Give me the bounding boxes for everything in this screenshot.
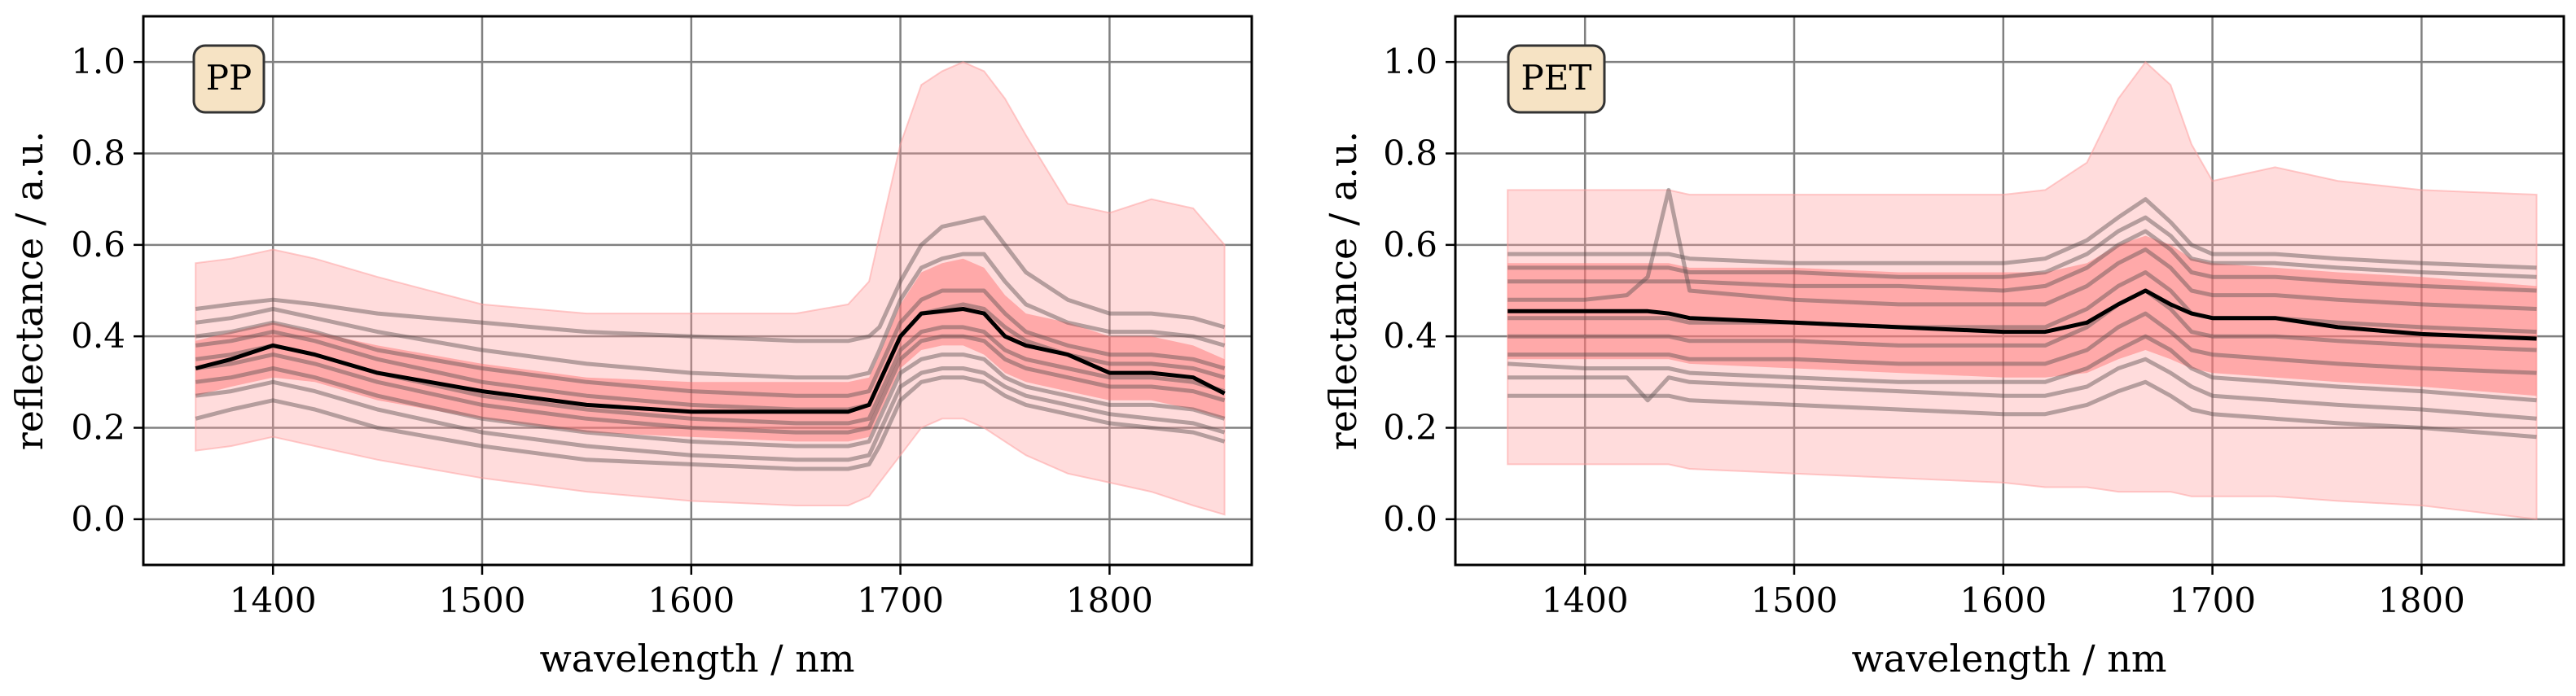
sample-spectrum bbox=[195, 375, 1226, 471]
panel-label-badge: PP bbox=[192, 44, 265, 114]
sample-spectrum bbox=[195, 288, 1226, 398]
sample-spectrum bbox=[1507, 197, 2537, 270]
y-tick-label: 0.4 bbox=[1383, 316, 1437, 356]
x-axis-label: wavelength / nm bbox=[1851, 637, 2166, 681]
panel-label-badge: PET bbox=[1507, 44, 1606, 114]
panel-label: PET bbox=[1521, 58, 1592, 98]
sample-spectrum bbox=[1507, 288, 2537, 352]
y-tick-label: 0.2 bbox=[1383, 408, 1437, 448]
plot-area bbox=[1507, 60, 2538, 520]
mean-spectrum bbox=[1507, 288, 2537, 341]
y-tick-label: 1.0 bbox=[1383, 42, 1437, 81]
grid bbox=[143, 16, 1252, 565]
x-tick-label: 1700 bbox=[857, 580, 944, 620]
sample-spectrum bbox=[195, 352, 1226, 449]
sample-spectrum bbox=[1507, 334, 2537, 403]
axis-ticks: 1400 1500 1600 1700 1800 0.0 0.2 0.4 0.6 0.8 1.0 bbox=[71, 42, 1153, 620]
panel-label-box bbox=[192, 44, 265, 114]
plot-area bbox=[195, 61, 1226, 516]
panel-label-box bbox=[1507, 44, 1606, 114]
x-tick-label: 1400 bbox=[1542, 580, 1629, 620]
panel-pet: 1400 1500 1600 1700 1800 0.0 0.2 0.4 0.6 0.8 1.0 P… bbox=[1321, 15, 2565, 681]
sample-spectrum bbox=[195, 366, 1226, 462]
x-tick-label: 1500 bbox=[439, 580, 526, 620]
x-axis-label: wavelength / nm bbox=[539, 637, 854, 681]
y-tick-label: 0.2 bbox=[71, 408, 125, 448]
y-tick-label: 0.6 bbox=[1383, 225, 1437, 265]
y-tick-label: 0.8 bbox=[1383, 134, 1437, 173]
plot-frame bbox=[1454, 15, 2565, 567]
y-axis-label: reflectance / a.u. bbox=[1321, 131, 1365, 450]
x-tick-label: 1600 bbox=[1959, 580, 2047, 620]
panel-pp: 1400 1500 1600 1700 1800 0.0 0.2 0.4 0.6 0.8 1.0 P… bbox=[7, 15, 1253, 681]
sample-spectrum bbox=[195, 215, 1226, 344]
sample-spectrum bbox=[1507, 311, 2537, 375]
x-tick-label: 1500 bbox=[1751, 580, 1838, 620]
range-band bbox=[1507, 60, 2538, 520]
sample-spectrum bbox=[195, 252, 1226, 380]
x-tick-label: 1700 bbox=[2169, 580, 2256, 620]
std-band bbox=[1507, 235, 2537, 396]
x-tick-label: 1400 bbox=[230, 580, 317, 620]
sample-spectrum bbox=[1507, 229, 2537, 293]
x-tick-label: 1800 bbox=[2378, 580, 2465, 620]
std-band bbox=[195, 258, 1225, 442]
y-tick-label: 0.0 bbox=[1383, 499, 1437, 539]
y-tick-label: 0.8 bbox=[71, 134, 125, 173]
x-tick-label: 1800 bbox=[1066, 580, 1153, 620]
plot-frame bbox=[142, 15, 1253, 567]
panel-label: PP bbox=[206, 58, 252, 98]
mean-spectrum bbox=[195, 307, 1226, 414]
sample-spectrum bbox=[1507, 215, 2537, 279]
y-tick-label: 0.6 bbox=[71, 225, 125, 265]
y-axis-label: reflectance / a.u. bbox=[7, 131, 51, 450]
y-tick-label: 0.0 bbox=[71, 499, 125, 539]
y-tick-label: 1.0 bbox=[71, 42, 125, 81]
sample-spectrum bbox=[1507, 379, 2537, 440]
range-band bbox=[195, 61, 1226, 516]
sample-spectrum bbox=[195, 334, 1226, 435]
y-tick-label: 0.4 bbox=[71, 316, 125, 356]
sample-spectrum bbox=[1507, 187, 2537, 311]
sample-spectrum bbox=[1507, 357, 2537, 421]
axis-ticks: 1400 1500 1600 1700 1800 0.0 0.2 0.4 0.6 0.8 1.0 bbox=[1383, 42, 2465, 620]
x-tick-label: 1600 bbox=[647, 580, 735, 620]
